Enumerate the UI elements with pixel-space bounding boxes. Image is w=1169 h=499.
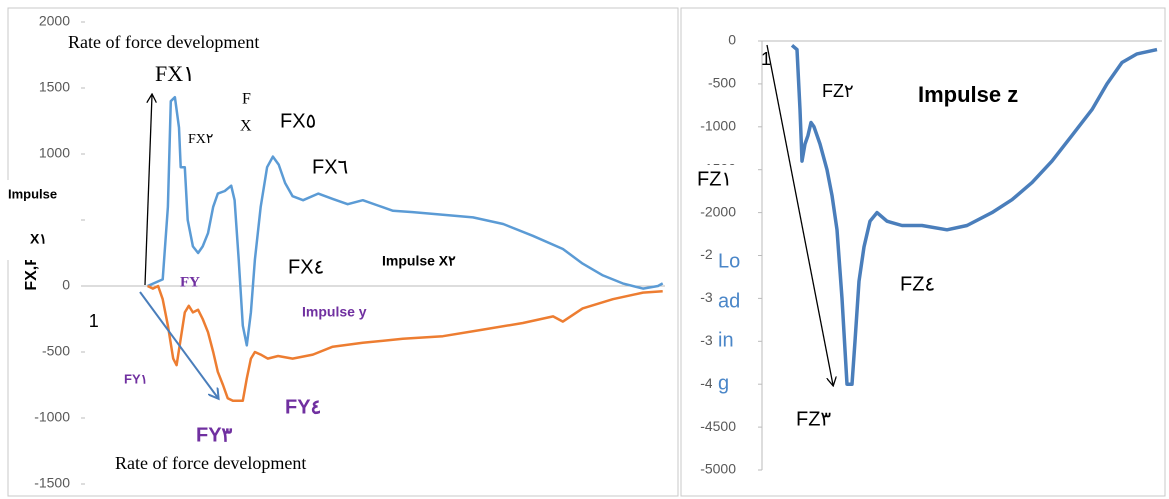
annotation: FX٥ (280, 110, 316, 132)
label-mask (695, 165, 740, 195)
annotation: Rate of force development (68, 32, 259, 52)
right-chart: 0-500-1000-1500-2000-2500-3000-3500-4000… (695, 32, 1162, 477)
y-tick-label: 2000 (39, 13, 70, 29)
annotation: Rate of force development (115, 453, 306, 473)
y-tick-label: -500 (42, 343, 70, 359)
arrow (139, 291, 218, 398)
y-tick-label: -2000 (700, 203, 736, 219)
y-tick-label: 0 (62, 277, 70, 293)
annotation: FX٦ (312, 156, 348, 178)
arrow (766, 44, 833, 385)
annotation: FX١ (155, 61, 195, 86)
y-tick-label: -1500 (34, 475, 70, 491)
annotation: FZ٤ (900, 273, 935, 295)
annotation: FX٢ (188, 132, 213, 147)
annotation: FZ١ (697, 168, 732, 190)
line-series (790, 43, 1158, 386)
left-chart: 2000150010005000-500-1000-15001FX,FYRate… (0, 13, 665, 491)
annotation: Impulse y (302, 304, 367, 320)
annotation: FY١ (124, 371, 148, 386)
annotation: Impulse (8, 186, 57, 201)
x-tick-label: 1 (89, 311, 99, 331)
annotation: Impulse z (918, 82, 1018, 107)
annotation: g (718, 372, 729, 394)
annotation: FZ٢ (822, 81, 854, 101)
annotation: in (718, 329, 734, 351)
annotation: FY (180, 274, 200, 290)
line-series (147, 95, 664, 347)
annotation: FY٣ (196, 424, 233, 446)
y-tick-label: -4500 (700, 418, 736, 434)
y-tick-label: -1000 (34, 409, 70, 425)
annotation: ad (718, 290, 740, 312)
left-frame (7, 7, 679, 497)
line-series (147, 284, 663, 403)
y-tick-label: 0 (728, 32, 736, 48)
y-tick-label: 1000 (39, 145, 70, 161)
annotation: FZ٣ (796, 408, 831, 430)
label-mask (0, 180, 80, 260)
annotation: Lo (718, 250, 740, 272)
annotation: Impulse X٢ (382, 253, 456, 269)
annotation: FY٤ (285, 396, 321, 418)
annotation: FX٤ (288, 256, 324, 278)
x-tick-label: 1 (761, 49, 771, 69)
loading-box (712, 245, 758, 405)
y-tick-label: -500 (708, 75, 736, 91)
y-tick-label: 1500 (39, 79, 70, 95)
annotation: X١ (30, 231, 47, 247)
arrow (144, 95, 152, 286)
right-frame (680, 7, 1166, 497)
y-tick-label: -5000 (700, 461, 736, 477)
y-tick-label: -1000 (700, 118, 736, 134)
annotation: X (240, 118, 252, 135)
annotation: F (242, 91, 251, 108)
